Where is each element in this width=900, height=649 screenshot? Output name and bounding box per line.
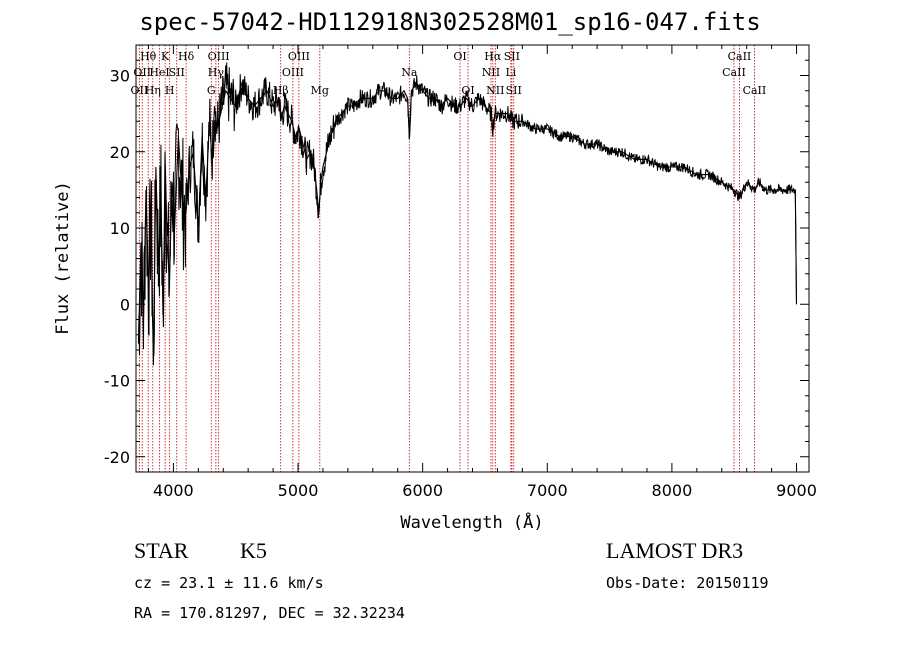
line-label: Hβ (273, 84, 289, 97)
axes: 4000 5000 6000 7000 8000 9000 -20 -10 0 10 20 30 (104, 45, 817, 500)
line-label: Li (505, 66, 516, 79)
obs-date: Obs-Date: 20150119 (606, 574, 769, 592)
line-label: Hη (145, 84, 161, 97)
x-tick-label: 4000 (153, 481, 194, 500)
x-tick-label: 6000 (402, 481, 443, 500)
line-label: G (207, 84, 216, 97)
redshift-cz: cz = 23.1 ± 11.6 km/s (134, 574, 324, 592)
y-tick-label: 20 (110, 143, 130, 162)
survey-name: LAMOST DR3 (606, 538, 744, 563)
line-label: SII (169, 66, 185, 79)
line-label: SII (506, 84, 522, 97)
line-label: CaII (743, 84, 767, 97)
object-class: STAR (134, 538, 189, 563)
line-label: OI (461, 84, 474, 97)
line-label: Mg (311, 84, 329, 97)
x-axis-label: Wavelength (Å) (400, 511, 543, 533)
line-label: CaII (722, 66, 746, 79)
line-label: OI (453, 50, 466, 63)
line-labels: OII OII Hθ Hη HeI K H SII Hδ G Hγ OIII Hβ OIII OIII Mg N… (131, 50, 767, 97)
line-label: H (165, 84, 175, 97)
line-label: SII (504, 50, 520, 63)
line-label: Hδ (178, 50, 195, 63)
y-tick-label: -20 (104, 448, 130, 467)
line-label: OII (131, 84, 149, 97)
line-label: CaII (728, 50, 752, 63)
line-label: OIII (282, 66, 304, 79)
y-tick-label: 10 (110, 219, 130, 238)
y-tick-label: 0 (120, 295, 130, 314)
line-label: Hα (484, 50, 502, 63)
line-label: Hθ (140, 50, 157, 63)
spectrum-series (137, 62, 798, 366)
line-label: Na (401, 66, 418, 79)
chart-title: spec-57042-HD112918N302528M01_sp16-047.f… (139, 8, 761, 36)
x-tick-label: 7000 (527, 481, 568, 500)
spectrum-line (137, 81, 798, 366)
y-tick-label: 30 (110, 67, 130, 86)
line-markers (138, 45, 755, 472)
line-label: OIII (208, 50, 230, 63)
coordinates: RA = 170.81297, DEC = 32.32234 (134, 604, 405, 622)
object-subclass: K5 (240, 538, 267, 563)
y-tick-label: -10 (104, 372, 130, 391)
x-tick-label: 8000 (652, 481, 693, 500)
line-label: OII (133, 66, 151, 79)
spectrum-trace (138, 62, 797, 356)
x-tick-label: 5000 (278, 481, 319, 500)
x-tick-label: 9000 (776, 481, 817, 500)
y-axis-label: Flux (relative) (53, 181, 73, 335)
line-label: NII (486, 84, 504, 97)
line-label: OIII (288, 50, 310, 63)
line-label: NII (482, 66, 500, 79)
line-label: K (161, 50, 170, 63)
line-label: HeI (149, 66, 169, 79)
line-label: Hγ (208, 66, 225, 79)
